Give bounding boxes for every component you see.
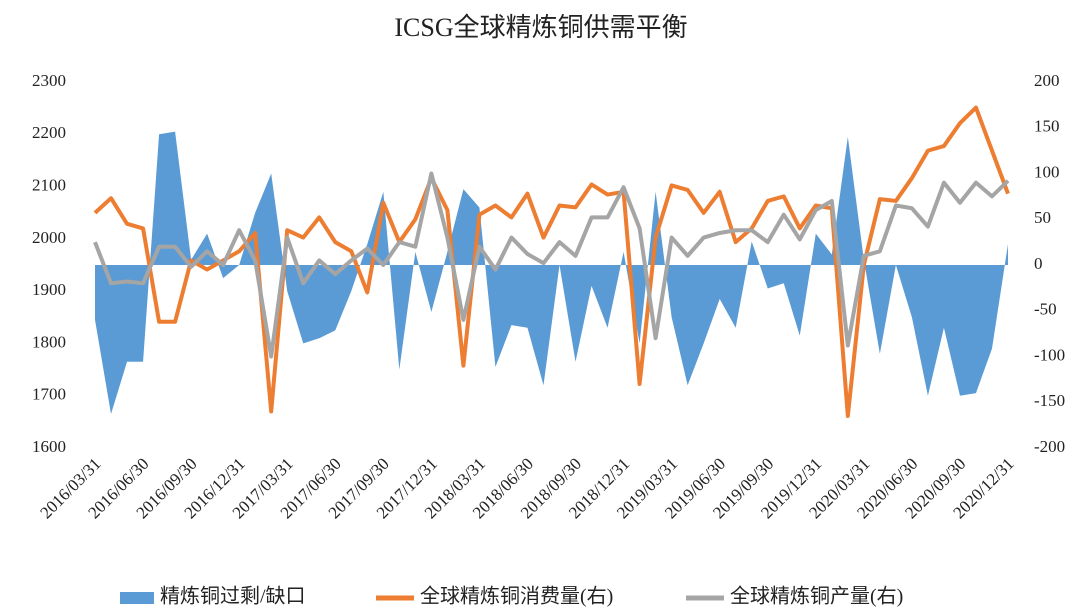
y-tick-label: 2200 [32,123,66,142]
y-tick-label: 2100 [32,175,66,194]
y-tick-label: 1600 [32,437,66,456]
y2-tick-label: 150 [1034,117,1060,136]
y2-tick-label: 100 [1034,162,1060,181]
y2-tick-label: -150 [1034,391,1065,410]
legend-label: 全球精炼铜消费量(右) [420,585,613,608]
y-tick-label: 2000 [32,228,66,247]
line [93,171,1010,359]
y-tick-label: 1800 [32,332,66,351]
y2-tick-label: -50 [1034,300,1057,319]
y-tick-label: 2300 [32,71,66,90]
line [93,105,1010,418]
y2-tick-label: 0 [1034,254,1043,273]
y2-tick-label: -200 [1034,437,1065,456]
y2-tick-label: 200 [1034,71,1060,90]
legend-swatch [120,592,154,604]
legend-label: 全球精炼铜产量(右) [730,585,903,608]
y-tick-label: 1700 [32,385,66,404]
chart-title: ICSG全球精炼铜供需平衡 [394,13,687,42]
y-tick-label: 1900 [32,280,66,299]
area [95,131,1008,415]
y2-tick-label: 50 [1034,208,1051,227]
y2-tick-label: -100 [1034,345,1065,364]
legend-label: 精炼铜过剩/缺口 [160,585,306,608]
